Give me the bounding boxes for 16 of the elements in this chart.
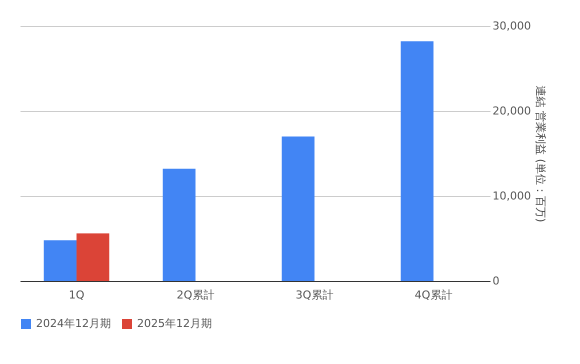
y-tick-label: 0: [492, 274, 500, 288]
x-tick-label: 3Q累計: [296, 288, 334, 302]
y-tick-label: 20,000: [492, 104, 531, 118]
legend-label: 2024年12月期: [36, 317, 111, 330]
bar: [76, 233, 110, 281]
x-tick-label: 2Q累計: [176, 288, 214, 302]
bar: [44, 240, 77, 281]
legend-label: 2025年12月期: [137, 317, 212, 330]
x-tick-label: 1Q: [68, 288, 85, 302]
y-tick-label: 30,000: [492, 20, 531, 32]
bar: [282, 136, 314, 281]
bar: [400, 41, 434, 281]
y-tick-label: 10,000: [492, 190, 531, 202]
bar: [162, 168, 196, 281]
x-tick-label: 4Q累計: [414, 288, 452, 302]
y-axis-title: 連結 営業利益 (単位：百万): [534, 86, 547, 222]
